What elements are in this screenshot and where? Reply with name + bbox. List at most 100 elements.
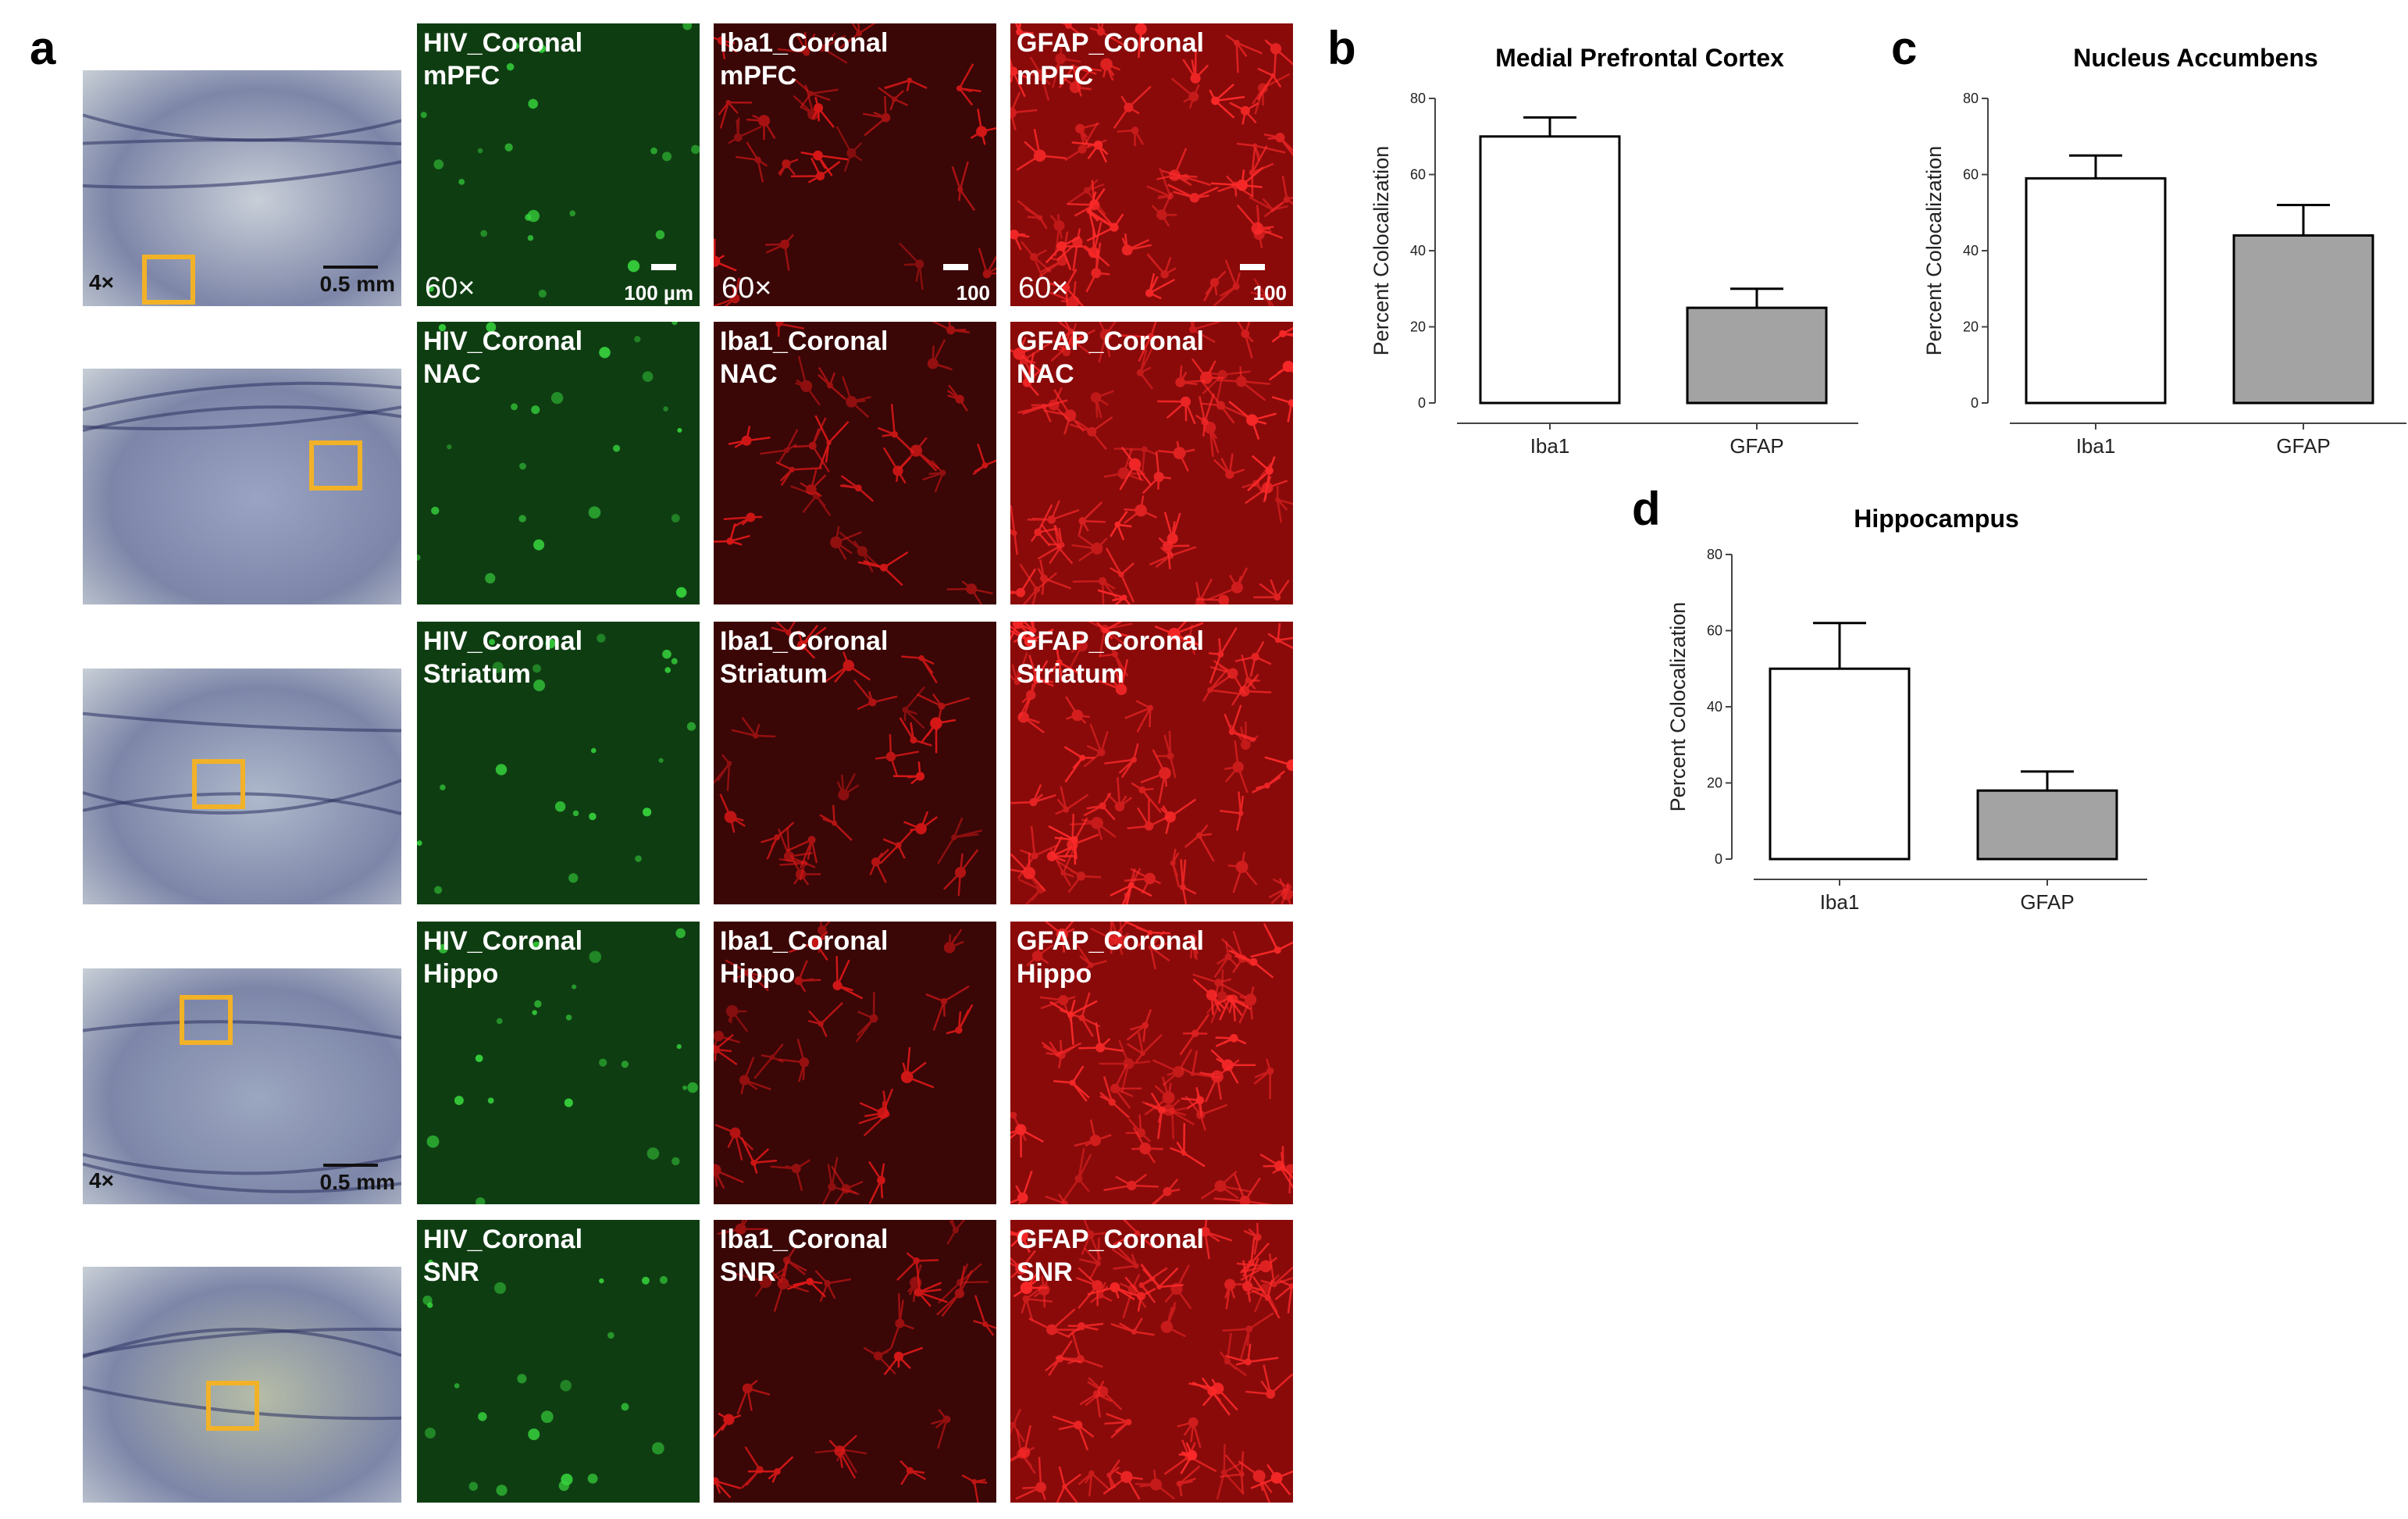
micrograph-label-marker: HIV_Coronal — [423, 326, 583, 356]
micrograph-scale-label: 100 — [1252, 281, 1287, 305]
panel-letter-b: b — [1327, 22, 1356, 74]
x-tick-label: GFAP — [2276, 434, 2330, 458]
histology-image: 4× 0.5 mm — [83, 968, 401, 1204]
y-tick-label: 60 — [1963, 167, 1979, 183]
micrograph-label-marker: Iba1_Coronal — [720, 28, 889, 58]
bar-iba1 — [1479, 135, 1621, 405]
micrograph-label-marker: HIV_Coronal — [423, 626, 583, 656]
micrograph-label-region: Hippo — [423, 959, 499, 989]
cell-texture — [1010, 1220, 1293, 1503]
micrograph-gfap-striatum: GFAP_Coronal Striatum — [1010, 622, 1293, 904]
y-tick-label: 0 — [1418, 395, 1426, 411]
y-tick-label: 40 — [1707, 699, 1722, 715]
y-tick-label: 0 — [1971, 395, 1979, 411]
cell-texture — [1010, 622, 1293, 904]
y-tick-label: 0 — [1715, 851, 1722, 867]
micrograph-hiv-snr: HIV_Coronal SNR — [417, 1220, 700, 1503]
bar-gfap — [1976, 789, 2118, 861]
tissue-texture — [83, 1327, 401, 1421]
y-tick-label: 20 — [1963, 319, 1979, 335]
micrograph-label-region: NAC — [720, 359, 778, 389]
micrograph-label-region: SNR — [1017, 1257, 1073, 1287]
tissue-texture — [83, 113, 401, 189]
micrograph-label-region: Hippo — [1017, 959, 1092, 989]
bar-iba1 — [1769, 667, 1911, 861]
micrograph-label: HIV_Coronal Striatum — [423, 625, 582, 690]
micrograph-label: Iba1_Coronal NAC — [720, 325, 888, 390]
y-tick-label: 40 — [1963, 243, 1979, 259]
cell-texture — [714, 23, 996, 306]
panel-letter-a: a — [30, 22, 56, 74]
micrograph-label: HIV_Coronal NAC — [423, 325, 582, 390]
micrograph-scale-bar — [651, 264, 676, 270]
y-tick-label: 20 — [1410, 319, 1426, 335]
y-tick-label: 80 — [1410, 91, 1426, 106]
micrograph-label: Iba1_Coronal Striatum — [720, 625, 888, 690]
y-tick-label: 60 — [1410, 167, 1426, 183]
micrograph-label-marker: HIV_Coronal — [423, 926, 583, 956]
cell-texture — [1010, 23, 1293, 306]
micrograph-gfap-nac: GFAP_Coronal NAC — [1010, 322, 1293, 604]
micrograph-scale-bar — [943, 264, 968, 270]
micrograph-iba-striatum: Iba1_Coronal Striatum — [714, 622, 996, 904]
histology-scale-label: 0.5 mm — [319, 1170, 396, 1194]
micrograph-label-marker: HIV_Coronal — [423, 1225, 583, 1254]
x-tick-label: Iba1 — [2076, 434, 2116, 458]
micrograph-scale-label: 100 µm — [624, 281, 693, 305]
histology-magnification: 4× — [89, 270, 114, 294]
micrograph-label-marker: GFAP_Coronal — [1017, 926, 1204, 956]
chart-title: Nucleus Accumbens — [2073, 44, 2318, 72]
cell-texture — [417, 322, 687, 598]
y-tick-label: 60 — [1707, 623, 1722, 639]
x-tick-label: Iba1 — [1820, 890, 1860, 914]
micrograph-label-marker: Iba1_Coronal — [720, 926, 889, 956]
cell-texture — [420, 23, 700, 298]
micrograph-label-region: Hippo — [720, 959, 796, 989]
micrograph-label-region: Striatum — [1017, 659, 1124, 689]
micrograph-hiv-mpfc: HIV_Coronal mPFC 60× 100 µm — [417, 23, 700, 306]
chart-b: Medial Prefrontal Cortex 0 20 40 60 80 Percent… — [1370, 44, 1858, 458]
micrograph-hiv-hippo: HIV_Coronal Hippo — [417, 922, 700, 1204]
micrograph-label-region: mPFC — [1017, 61, 1094, 91]
tissue-texture — [83, 1020, 401, 1193]
micrograph-gfap-mpfc: GFAP_Coronal mPFC 60× 100 — [1010, 23, 1293, 306]
micrograph-gfap-hippo: GFAP_Coronal Hippo — [1010, 922, 1293, 1204]
micrograph-label-marker: Iba1_Coronal — [720, 626, 889, 656]
region-box — [206, 1381, 259, 1431]
panel-letter-c: c — [1891, 22, 1918, 74]
micrograph-gfap-snr: GFAP_Coronal SNR — [1010, 1220, 1293, 1503]
micrograph-label: Iba1_Coronal mPFC — [720, 27, 888, 92]
panel-letter-d: d — [1632, 483, 1661, 535]
micrograph-label-marker: GFAP_Coronal — [1017, 28, 1204, 58]
bar-gfap — [2232, 234, 2374, 405]
bar-gfap — [1686, 306, 1828, 405]
histology-scale-label: 0.5 mm — [319, 272, 396, 296]
micrograph-label-region: NAC — [423, 359, 481, 389]
histology-image — [83, 369, 401, 604]
cell-texture — [417, 633, 696, 894]
region-box — [309, 440, 362, 490]
micrograph-label: HIV_Coronal mPFC — [423, 27, 582, 92]
micrograph-magnification: 60× — [425, 272, 476, 305]
region-box — [142, 255, 195, 305]
micrograph-label-marker: GFAP_Coronal — [1017, 326, 1204, 356]
cell-texture — [714, 1220, 996, 1503]
cell-texture — [714, 322, 996, 604]
micrograph-label-region: Striatum — [720, 659, 828, 689]
micrograph-hiv-nac: HIV_Coronal NAC — [417, 322, 700, 604]
cell-texture — [714, 922, 974, 1204]
micrograph-label: GFAP_Coronal Hippo — [1017, 925, 1204, 990]
micrograph-iba-nac: Iba1_Coronal NAC — [714, 322, 996, 604]
y-tick-label: 40 — [1410, 243, 1426, 259]
micrograph-label: GFAP_Coronal NAC — [1017, 325, 1204, 390]
micrograph-iba-hippo: Iba1_Coronal Hippo — [714, 922, 996, 1204]
chart-c: Nucleus Accumbens 0 20 40 60 80 Percent Coloca… — [1922, 44, 2406, 458]
micrograph-label-region: SNR — [423, 1257, 479, 1287]
y-axis-label: Percent Colocalization — [1922, 146, 1946, 356]
region-box — [192, 759, 245, 809]
y-axis-label: Percent Colocalization — [1370, 146, 1393, 356]
cell-texture — [422, 1259, 668, 1496]
micrograph-label: GFAP_Coronal Striatum — [1017, 625, 1204, 690]
micrograph-label: GFAP_Coronal mPFC — [1017, 27, 1204, 92]
histology-image — [83, 669, 401, 904]
